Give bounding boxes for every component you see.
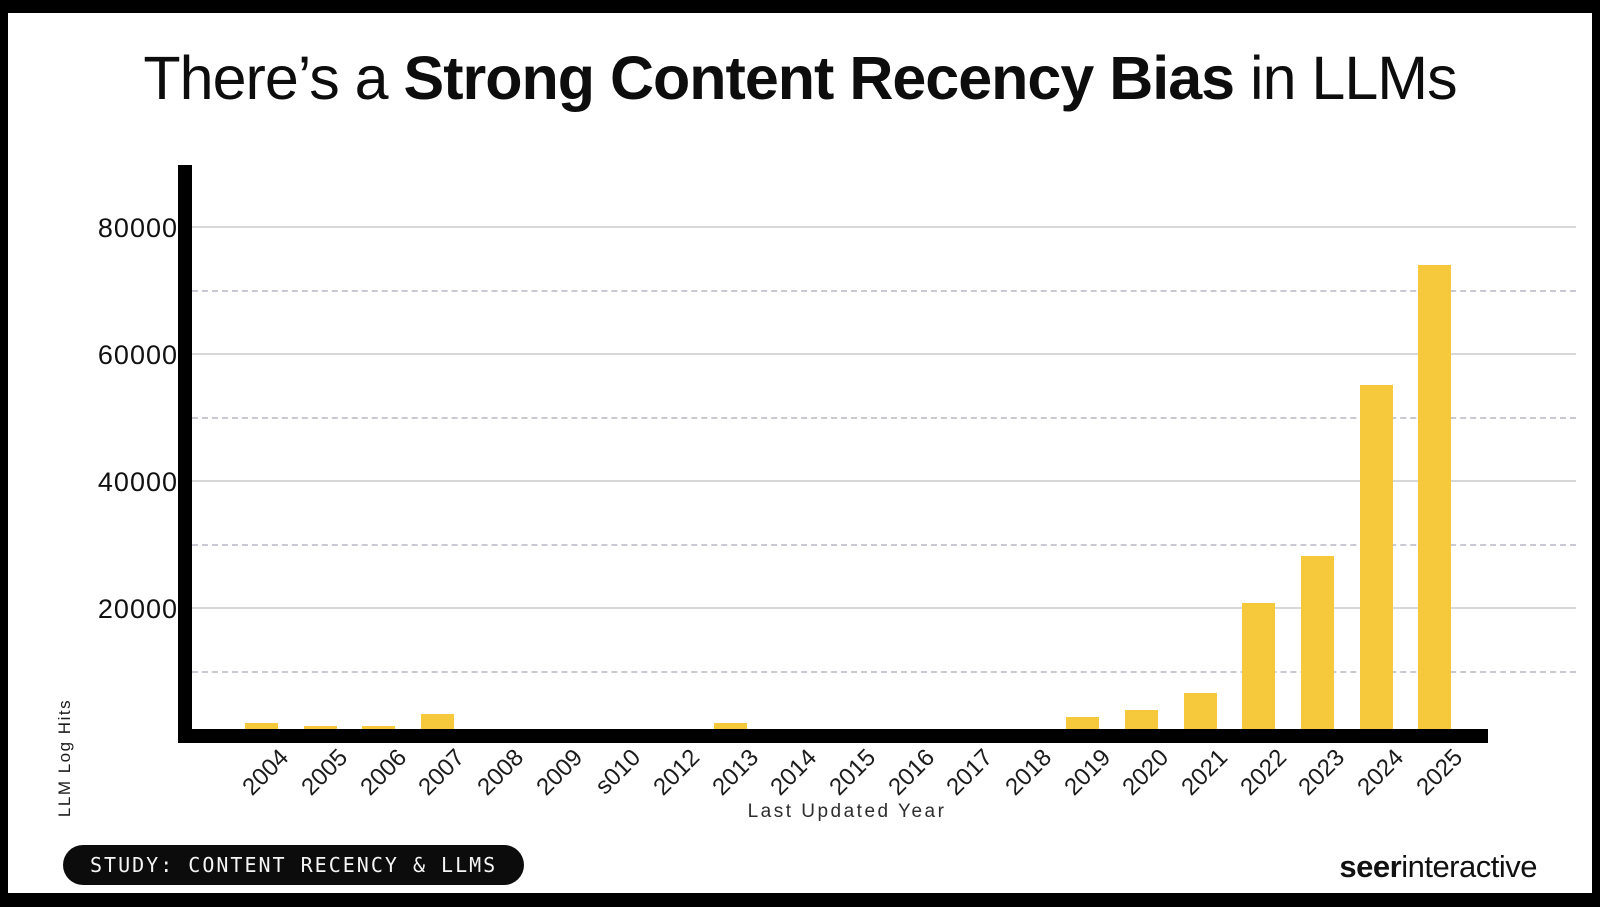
bar-slot-2015 (819, 165, 878, 736)
study-badge: STUDY: CONTENT RECENCY & LLMS (63, 845, 525, 885)
bar-slot-2005 (291, 165, 350, 736)
y-tick-60000: 60000 (97, 340, 178, 371)
bar-slot-s010 (584, 165, 643, 736)
bar-slot-2016 (877, 165, 936, 736)
x-tick-2020: 2020 (1117, 744, 1175, 801)
x-tick-2005: 2005 (296, 744, 354, 801)
y-tick-labels: 20000 40000 60000 80000 (74, 165, 192, 736)
x-tick-2008: 2008 (472, 744, 530, 801)
x-tick-2025: 2025 (1411, 744, 1468, 801)
page-title: There’s a Strong Content Recency Bias in… (8, 43, 1592, 113)
x-axis-title: Last Updated Year (747, 801, 947, 822)
gridline-minor-70000 (192, 289, 1576, 292)
bar-slot-2020 (1112, 165, 1171, 736)
logo-bold: seer (1339, 849, 1402, 884)
x-tick-2012: 2012 (648, 744, 706, 801)
bar-slot-2022 (1229, 165, 1288, 736)
bar-slot-2018 (995, 165, 1054, 736)
bar-2021 (1183, 692, 1217, 736)
x-tick-2019: 2019 (1058, 744, 1116, 801)
bar-slot-2006 (349, 165, 408, 736)
gridline-major-40000 (192, 480, 1576, 483)
x-tick-2006: 2006 (354, 744, 412, 801)
bar-slot-2007 (408, 165, 467, 736)
bar-slot-2017 (936, 165, 995, 736)
y-tick-80000: 80000 (97, 213, 178, 244)
title-prefix: There’s a (143, 44, 404, 112)
title-bold: Strong Content Recency Bias (403, 44, 1236, 112)
x-tick-2023: 2023 (1293, 744, 1351, 801)
bar-2024 (1359, 384, 1393, 736)
y-tick-40000: 40000 (97, 467, 178, 498)
title-suffix: in LLMs (1234, 44, 1458, 112)
bar-slot-2019 (1053, 165, 1112, 736)
logo-regular: interactive (1401, 849, 1537, 884)
x-tick-2022: 2022 (1234, 744, 1292, 801)
bar-slot-2014 (760, 165, 819, 736)
gridlines (192, 165, 1576, 736)
x-tick-2009: 2009 (530, 744, 588, 801)
gridline-minor-10000 (192, 670, 1576, 673)
x-tick-2013: 2013 (706, 744, 764, 801)
x-tick-2004: 2004 (237, 744, 295, 801)
x-tick-2015: 2015 (824, 744, 882, 801)
gridline-major-80000 (192, 226, 1576, 229)
x-tick-2007: 2007 (413, 744, 471, 801)
bar-slot-2013 (701, 165, 760, 736)
x-tick-2017: 2017 (941, 744, 999, 801)
bar-slot-2024 (1347, 165, 1406, 736)
x-tick-2021: 2021 (1176, 744, 1234, 801)
y-axis-line (178, 165, 192, 743)
bar-slot-2008 (467, 165, 526, 736)
bar-slot-2012 (643, 165, 702, 736)
bar-2025 (1418, 265, 1452, 736)
seer-interactive-logo: seerinteractive (1339, 849, 1537, 885)
bar-slot-2023 (1288, 165, 1347, 736)
gridline-major-60000 (192, 353, 1576, 356)
gridline-major-20000 (192, 607, 1576, 610)
y-tick-20000: 20000 (97, 594, 178, 625)
infographic-card: There’s a Strong Content Recency Bias in… (8, 13, 1592, 893)
x-tick-2024: 2024 (1352, 744, 1410, 801)
bar-2022 (1242, 602, 1276, 736)
bar-2023 (1300, 556, 1334, 736)
x-tick-2014: 2014 (765, 744, 823, 801)
x-tick-s010: s010 (590, 744, 647, 800)
bar-slot-2004 (232, 165, 291, 736)
bars (232, 165, 1464, 736)
x-tick-2016: 2016 (882, 744, 940, 801)
x-tick-2018: 2018 (1000, 744, 1058, 801)
gridline-minor-50000 (192, 416, 1576, 419)
x-axis-line (178, 729, 1488, 743)
bar-slot-2025 (1405, 165, 1464, 736)
bar-slot-2009 (525, 165, 584, 736)
gridline-minor-30000 (192, 543, 1576, 546)
bar-chart: 20000 40000 60000 80000 2004 2005 2006 2007 200… (98, 165, 1576, 822)
bar-slot-2021 (1171, 165, 1230, 736)
